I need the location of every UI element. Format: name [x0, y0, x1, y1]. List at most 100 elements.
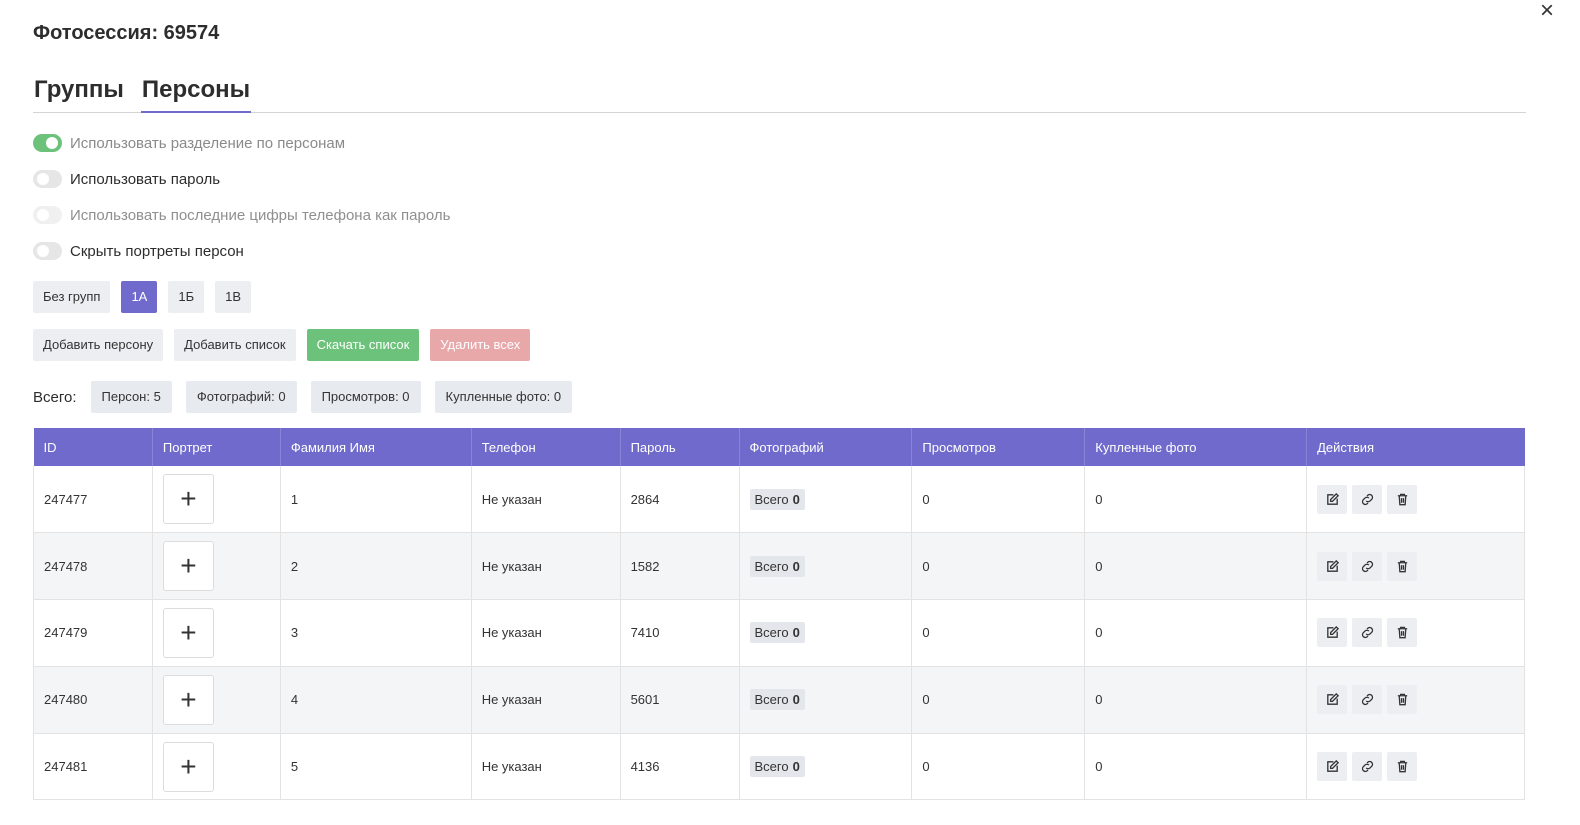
cell-photos: Всего 0 [739, 666, 913, 734]
cell-photos: Всего 0 [739, 733, 913, 801]
stat-photos: Фотографий: 0 [185, 381, 297, 413]
edit-button[interactable] [1317, 752, 1348, 782]
cell-phone: Не указан [471, 666, 621, 734]
add-portrait-button[interactable]: + [162, 741, 214, 792]
table-row: 247481 + 5 Не указан 4136 Всего 0 0 0 [33, 733, 1525, 801]
toggle-label: Использовать разделение по персонам [70, 134, 346, 152]
cell-password: 5601 [620, 666, 740, 734]
toggle-label: Использовать последние цифры телефона ка… [70, 206, 451, 224]
group-filter: Без групп 1А 1Б 1В [33, 281, 252, 313]
group-chip-1a[interactable]: 1А [121, 281, 158, 313]
plus-icon: + [180, 550, 197, 582]
col-views: Просмотров [911, 428, 1086, 466]
link-button[interactable] [1352, 551, 1383, 581]
delete-button[interactable] [1387, 551, 1418, 581]
plus-icon: + [180, 750, 197, 782]
delete-button[interactable] [1387, 484, 1418, 514]
photos-badge-label: Всего [754, 625, 789, 641]
add-person-button[interactable]: Добавить персону [33, 329, 164, 361]
photos-badge-label: Всего [754, 491, 789, 507]
link-icon [1361, 493, 1373, 505]
group-chip-1b[interactable]: 1Б [168, 281, 205, 313]
tab-groups[interactable]: Группы [34, 76, 124, 103]
edit-button[interactable] [1317, 685, 1348, 715]
photos-badge: Всего 0 [749, 756, 805, 778]
table-row: 247479 + 3 Не указан 7410 Всего 0 0 0 [33, 599, 1525, 667]
table-row: 247478 + 2 Не указан 1582 Всего 0 0 0 [33, 532, 1525, 601]
trash-icon [1397, 693, 1407, 706]
cell-views: 0 [911, 666, 1086, 734]
cell-phone: Не указан [471, 532, 621, 601]
delete-button[interactable] [1387, 752, 1418, 782]
cell-views: 0 [911, 466, 1086, 534]
trash-icon [1397, 493, 1407, 505]
totals-bar: Всего: Персон: 5 Фотографий: 0 Просмотро… [33, 381, 573, 413]
toggle-hide-portraits[interactable]: Скрыть портреты персон [33, 242, 244, 260]
link-button[interactable] [1352, 685, 1383, 715]
table-header: ID Портрет Фамилия Имя Телефон Пароль Фо… [33, 428, 1525, 466]
cell-password: 4136 [620, 733, 740, 801]
stat-persons: Персон: 5 [90, 381, 172, 413]
cell-portrait: + [152, 466, 281, 534]
col-password: Пароль [620, 428, 740, 466]
photos-badge: Всего 0 [749, 488, 805, 510]
toggle-use-password[interactable]: Использовать пароль [33, 170, 220, 188]
toggle-switch[interactable] [33, 134, 62, 152]
add-portrait-button[interactable]: + [162, 607, 214, 658]
link-button[interactable] [1352, 484, 1383, 514]
cell-portrait: + [152, 532, 281, 601]
link-button[interactable] [1352, 752, 1383, 782]
edit-button[interactable] [1317, 551, 1348, 581]
close-icon[interactable]: × [1539, 0, 1554, 24]
trash-icon [1397, 627, 1407, 639]
delete-button[interactable] [1387, 685, 1418, 715]
cell-purchased: 0 [1084, 532, 1308, 601]
add-list-button[interactable]: Добавить список [174, 329, 296, 361]
cell-password: 7410 [620, 599, 740, 667]
cell-actions [1306, 666, 1525, 734]
add-portrait-button[interactable]: + [162, 541, 214, 592]
tab-bar: Группы Персоны [33, 74, 1526, 113]
edit-button[interactable] [1317, 618, 1348, 648]
cell-id: 247479 [33, 599, 153, 667]
col-id: ID [33, 428, 153, 466]
edit-button[interactable] [1317, 484, 1348, 514]
toggle-switch[interactable] [33, 242, 62, 260]
delete-all-button[interactable]: Удалить всех [430, 329, 531, 361]
photos-badge-count: 0 [792, 692, 800, 708]
action-buttons: Добавить персону Добавить список Скачать… [33, 329, 531, 361]
cell-portrait: + [152, 666, 281, 734]
toggle-phone-digits-password: Использовать последние цифры телефона ка… [33, 206, 450, 224]
edit-icon [1326, 760, 1339, 772]
cell-purchased: 0 [1084, 666, 1308, 734]
cell-name: 4 [280, 666, 472, 734]
cell-actions [1306, 466, 1525, 534]
delete-button[interactable] [1387, 618, 1418, 648]
add-portrait-button[interactable]: + [162, 674, 214, 725]
photos-badge-count: 0 [792, 558, 800, 574]
edit-icon [1326, 626, 1339, 639]
cell-actions [1306, 733, 1525, 801]
stat-views: Просмотров: 0 [310, 381, 421, 413]
add-portrait-button[interactable]: + [162, 474, 214, 525]
plus-icon: + [180, 683, 197, 715]
cell-phone: Не указан [471, 466, 621, 534]
download-list-button[interactable]: Скачать список [306, 329, 420, 361]
photos-badge-label: Всего [754, 759, 789, 775]
tab-persons[interactable]: Персоны [140, 74, 252, 113]
trash-icon [1397, 760, 1407, 773]
cell-photos: Всего 0 [739, 466, 913, 534]
cell-name: 2 [280, 532, 472, 601]
group-chip-1v[interactable]: 1В [215, 281, 252, 313]
cell-actions [1306, 599, 1525, 667]
photos-badge-label: Всего [754, 558, 789, 574]
cell-portrait: + [152, 599, 281, 667]
photos-badge-count: 0 [792, 625, 800, 641]
toggle-switch[interactable] [33, 170, 62, 188]
edit-icon [1326, 559, 1339, 572]
group-chip-none[interactable]: Без групп [33, 281, 111, 313]
link-button[interactable] [1352, 618, 1383, 648]
photos-badge-label: Всего [754, 692, 789, 708]
toggle-split-by-persons[interactable]: Использовать разделение по персонам [33, 134, 345, 152]
link-icon [1361, 627, 1373, 639]
